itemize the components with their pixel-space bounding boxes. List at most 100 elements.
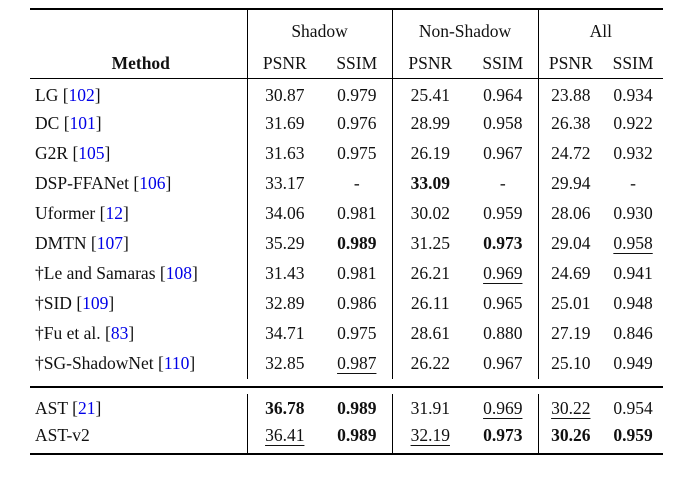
metric-cell: 0.973 bbox=[468, 229, 538, 259]
metric-value: 0.973 bbox=[483, 233, 523, 253]
metric-value: 0.932 bbox=[613, 143, 653, 163]
metric-value: 30.22 bbox=[551, 398, 591, 419]
table-row: Uformer [12] 34.06 0.981 30.02 0.959 28.06 0.9… bbox=[30, 198, 663, 229]
metric-cell: 0.979 bbox=[322, 79, 392, 109]
metric-value: 0.989 bbox=[337, 424, 377, 445]
metric-value: 25.41 bbox=[410, 85, 450, 106]
citation-link[interactable]: 110 bbox=[163, 353, 190, 373]
metric-value: 32.89 bbox=[265, 293, 305, 313]
metric-value: 26.38 bbox=[551, 113, 591, 133]
metric-value: 0.986 bbox=[337, 293, 377, 313]
metric-value: 0.964 bbox=[483, 85, 523, 106]
metric-value: 0.967 bbox=[483, 353, 523, 373]
metric-value: 0.969 bbox=[483, 398, 523, 419]
metric-value: 0.989 bbox=[337, 233, 377, 253]
table-row: †Fu et al. [83] 34.71 0.975 28.61 0.880 27.19… bbox=[30, 318, 663, 349]
citation-link[interactable]: 102 bbox=[68, 85, 95, 106]
metric-cell: 25.41 bbox=[391, 78, 469, 109]
metric-value: 24.69 bbox=[551, 263, 591, 283]
metric-cell: 0.975 bbox=[322, 139, 392, 169]
metric-cell: 0.976 bbox=[322, 109, 392, 139]
metric-cell: 0.965 bbox=[468, 289, 538, 319]
method-cell: LG [102] bbox=[35, 85, 101, 106]
citation-link[interactable]: 106 bbox=[139, 173, 166, 193]
metric-cell: 33.17 bbox=[246, 168, 322, 199]
metric-cell: 0.981 bbox=[322, 259, 392, 289]
metric-cell: 0.973 bbox=[468, 424, 538, 454]
metric-value: 0.981 bbox=[337, 263, 377, 283]
metric-value: 30.26 bbox=[551, 424, 591, 445]
results-table: Shadow Non-Shadow All Method PSNR SSIM P… bbox=[30, 8, 664, 455]
metric-value: 36.78 bbox=[265, 398, 305, 419]
nonshadow-ssim-header: SSIM bbox=[482, 52, 524, 73]
metric-cell: 0.989 bbox=[322, 424, 392, 454]
col-group-all: All bbox=[537, 9, 664, 48]
metric-cell: 34.06 bbox=[246, 198, 322, 229]
metric-value: 26.22 bbox=[410, 353, 450, 373]
method-cell: AST [21] bbox=[35, 398, 102, 419]
metric-cell: 31.69 bbox=[246, 108, 322, 139]
method-cell: G2R [105] bbox=[35, 143, 111, 163]
metric-value: 0.959 bbox=[483, 203, 523, 223]
metric-cell: 26.11 bbox=[391, 288, 469, 319]
all-psnr-header: PSNR bbox=[537, 48, 604, 79]
table-row: LG [102] 30.87 0.979 25.41 0.964 23.88 0.934 bbox=[30, 78, 663, 109]
metric-value: 31.69 bbox=[265, 113, 305, 133]
metric-cell: 34.71 bbox=[246, 318, 322, 349]
metric-value: 0.930 bbox=[613, 203, 653, 223]
citation-link[interactable]: 101 bbox=[69, 113, 96, 133]
citation-link[interactable]: 83 bbox=[110, 323, 129, 343]
metric-value: 24.72 bbox=[551, 143, 591, 163]
metric-cell: 0.989 bbox=[322, 394, 392, 424]
metric-value: 26.11 bbox=[410, 293, 450, 313]
shadow-ssim-header: SSIM bbox=[336, 52, 378, 73]
metric-value: 34.71 bbox=[265, 323, 305, 343]
citation-link[interactable]: 108 bbox=[165, 263, 192, 283]
metric-cell: 25.01 bbox=[537, 288, 604, 319]
citation-link[interactable]: 109 bbox=[82, 293, 109, 313]
metric-cell: 36.41 bbox=[246, 423, 322, 454]
metric-value: 32.19 bbox=[410, 424, 450, 445]
citation-link[interactable]: 107 bbox=[96, 233, 123, 253]
metric-value: 28.61 bbox=[410, 323, 450, 343]
metric-cell: 0.934 bbox=[603, 79, 663, 109]
section-divider-cell bbox=[30, 379, 664, 394]
metric-cell: 0.975 bbox=[322, 319, 392, 349]
metric-cell: 26.19 bbox=[391, 138, 469, 169]
metric-cell: 32.89 bbox=[246, 288, 322, 319]
metric-value: 0.959 bbox=[613, 424, 653, 445]
metric-cell: 30.02 bbox=[391, 198, 469, 229]
metric-value: 0.967 bbox=[483, 143, 523, 163]
metric-cell: 0.989 bbox=[322, 229, 392, 259]
citation-link[interactable]: 21 bbox=[77, 398, 96, 419]
metric-cell: 30.26 bbox=[537, 423, 604, 454]
table-row: DC [101] 31.69 0.976 28.99 0.958 26.38 0.922 bbox=[30, 108, 663, 139]
nonshadow-psnr-header: PSNR bbox=[391, 48, 469, 79]
metric-value: 23.88 bbox=[551, 85, 591, 106]
metric-value: 33.17 bbox=[265, 173, 305, 193]
citation-link[interactable]: 105 bbox=[78, 143, 105, 163]
metric-cell: 0.967 bbox=[468, 139, 538, 169]
metric-value: 28.06 bbox=[551, 203, 591, 223]
method-cell: DMTN [107] bbox=[35, 233, 129, 253]
metric-cell: 35.29 bbox=[246, 228, 322, 259]
method-cell: †SG-ShadowNet [110] bbox=[35, 353, 196, 373]
metric-cell: 28.61 bbox=[391, 318, 469, 349]
table-row: AST-v2 36.41 0.989 32.19 0.973 30.26 0.959 bbox=[30, 423, 663, 454]
metric-value: 0.987 bbox=[337, 353, 377, 373]
citation-link[interactable]: 12 bbox=[105, 203, 123, 223]
col-group-shadow: Shadow bbox=[246, 9, 393, 48]
metric-cell: 0.964 bbox=[468, 79, 538, 109]
metric-value: 31.63 bbox=[265, 143, 305, 163]
metric-cell: 26.21 bbox=[391, 258, 469, 289]
metric-value: 0.979 bbox=[337, 85, 377, 106]
metric-cell: 0.846 bbox=[603, 319, 663, 349]
metric-cell: 26.22 bbox=[391, 348, 469, 379]
table-row: DSP-FFANet [106] 33.17 - 33.09 - 29.94 - bbox=[30, 168, 663, 199]
metric-value: 35.29 bbox=[265, 233, 305, 253]
metric-value: 29.94 bbox=[551, 173, 591, 193]
metric-value: 25.01 bbox=[551, 293, 591, 313]
metric-value: 0.958 bbox=[613, 233, 653, 253]
col-group-non-shadow: Non-Shadow bbox=[391, 9, 539, 48]
metric-cell: 0.969 bbox=[468, 394, 538, 424]
